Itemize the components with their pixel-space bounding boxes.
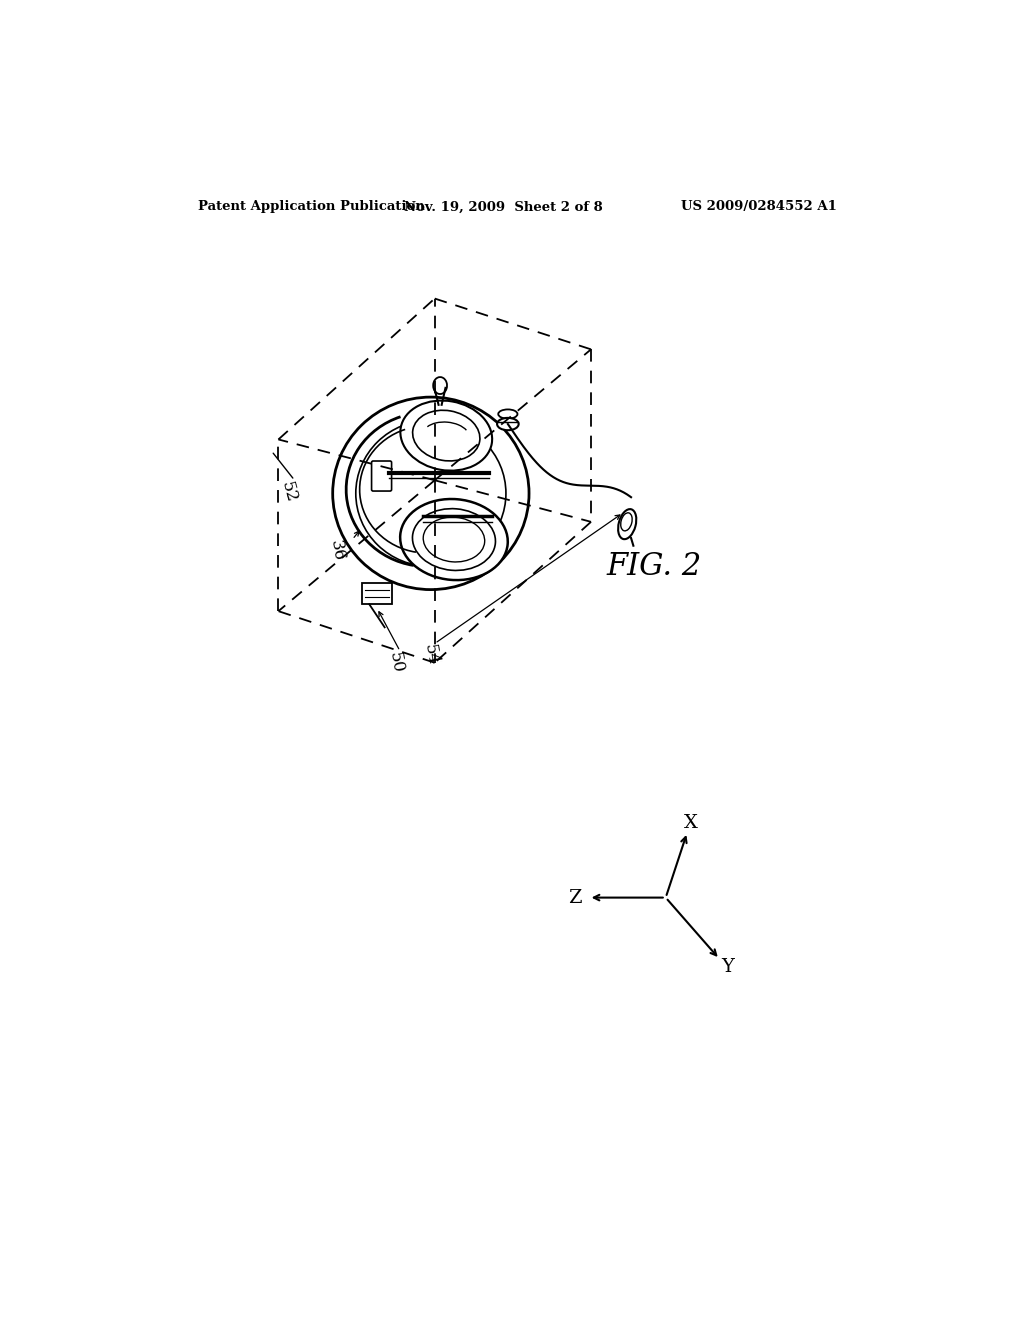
- Text: US 2009/0284552 A1: US 2009/0284552 A1: [681, 201, 837, 214]
- Ellipse shape: [400, 499, 508, 579]
- Ellipse shape: [618, 510, 636, 539]
- Text: Nov. 19, 2009  Sheet 2 of 8: Nov. 19, 2009 Sheet 2 of 8: [403, 201, 603, 214]
- Text: 36: 36: [327, 540, 347, 562]
- Text: 52: 52: [278, 479, 299, 504]
- Text: 50: 50: [386, 651, 407, 675]
- Text: X: X: [684, 814, 698, 832]
- Text: Z: Z: [568, 888, 582, 907]
- Ellipse shape: [499, 409, 517, 418]
- Text: Patent Application Publication: Patent Application Publication: [199, 201, 425, 214]
- Text: 54: 54: [421, 643, 441, 667]
- Bar: [362, 582, 391, 605]
- Text: FIG. 2: FIG. 2: [606, 550, 701, 582]
- Ellipse shape: [497, 418, 518, 430]
- Text: Y: Y: [721, 958, 734, 975]
- FancyBboxPatch shape: [372, 461, 391, 491]
- Ellipse shape: [400, 400, 493, 471]
